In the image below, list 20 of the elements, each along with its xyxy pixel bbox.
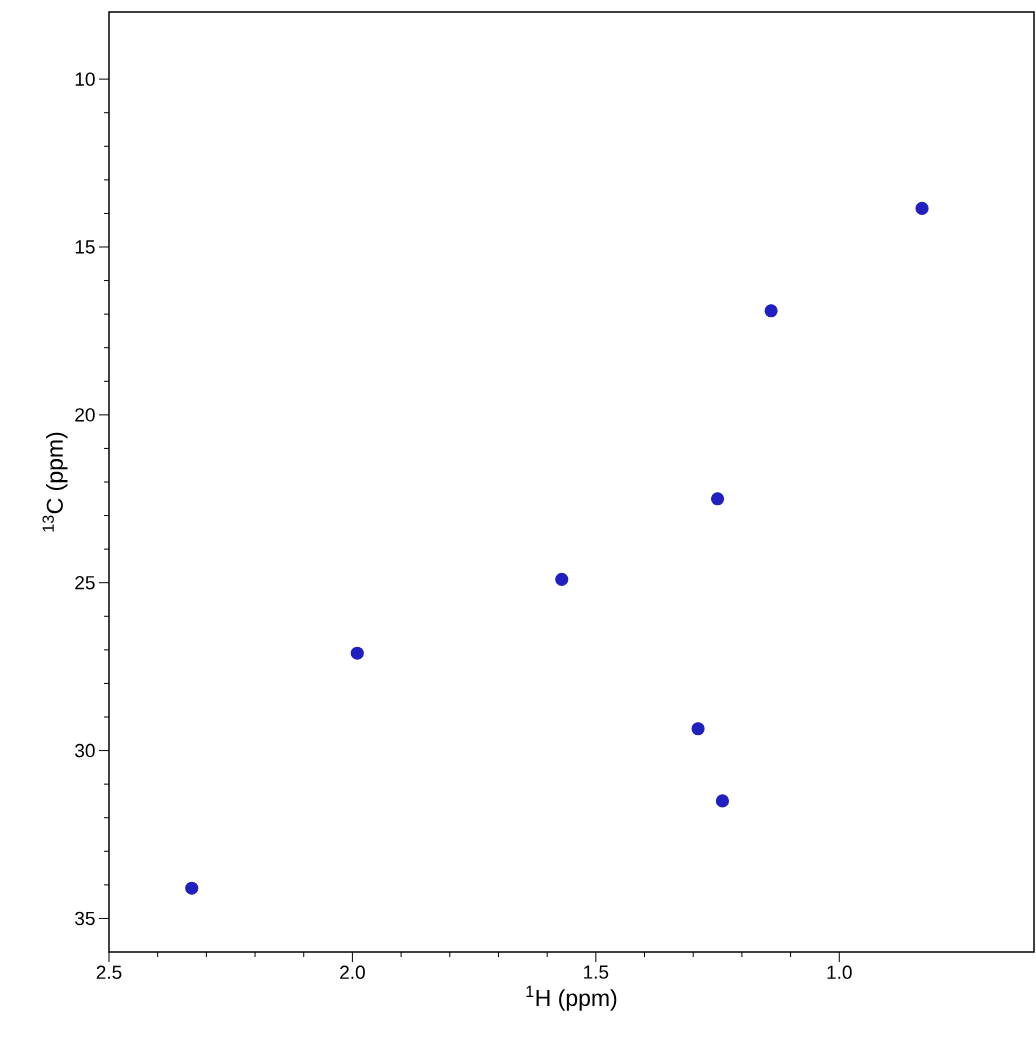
x-tick-label: 2.5 [96,965,122,979]
x-axis-title: $^{1}$H (ppm) [526,985,617,1011]
point [710,492,725,506]
point [555,572,569,586]
y-tick-label: 15 [75,240,95,254]
x-tick-label: 2.0 [340,965,365,979]
y-tick-label: 30 [75,743,95,758]
point [764,304,778,318]
point [350,646,364,660]
point [691,722,705,736]
y-tick-label: 20 [75,408,95,422]
x-tick-label: 1.5 [584,965,609,979]
point [915,201,929,215]
x-tick-label: 1.0 [827,965,852,979]
y-axis-title: $^{13}$C (ppm) [42,432,68,532]
y-tick-label: 25 [75,575,95,590]
point [185,881,199,895]
y-tick-label: 10 [75,72,95,86]
point [715,794,729,808]
y-tick-label: 35 [75,911,95,926]
